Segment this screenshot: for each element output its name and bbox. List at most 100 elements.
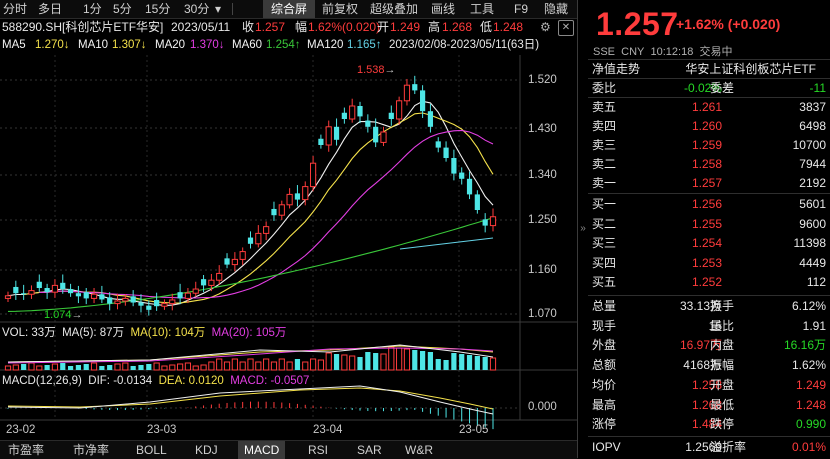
adjust-button[interactable]: 前复权 <box>322 2 359 16</box>
stat-row: 总额 4168万 振幅 1.62% <box>592 358 826 373</box>
tab-pe[interactable]: 市盈率 <box>8 443 45 457</box>
candle-body <box>13 286 19 294</box>
bid-row[interactable]: 买一 1.256 5601 <box>592 197 826 211</box>
bid-row[interactable]: 买五 1.252 112 <box>592 275 826 289</box>
settings-gear-icon[interactable]: ⚙ <box>540 20 551 34</box>
candle-body <box>146 305 152 310</box>
collapse-panel-icon[interactable]: » <box>580 223 586 234</box>
candle-body <box>255 232 262 245</box>
ask-row[interactable]: 卖四 1.260 6498 <box>592 119 826 133</box>
candle-body <box>318 138 324 145</box>
iopv-row: IOPV 1.2569 溢折率 0.01% <box>592 440 826 454</box>
candle-body <box>169 299 176 305</box>
volume-bar <box>99 366 105 370</box>
volume-bar <box>216 358 223 371</box>
candle-body <box>380 131 387 143</box>
volume-bar <box>114 363 121 371</box>
candle-body <box>278 204 285 216</box>
tab-30min[interactable]: 30分 <box>184 2 210 16</box>
candle-body <box>224 258 230 265</box>
volume-bar <box>317 359 325 371</box>
candle-body <box>239 251 246 260</box>
candle-body <box>51 284 59 293</box>
tab-5min[interactable]: 5分 <box>113 2 132 16</box>
candle-body <box>333 126 340 140</box>
tab-intraday[interactable]: 分时 <box>3 2 28 16</box>
candle-body <box>90 293 98 299</box>
volume-bar <box>357 357 363 370</box>
overlay-button[interactable]: 超级叠加 <box>370 2 419 16</box>
ma60-line <box>7 217 494 312</box>
volume-bar <box>466 355 473 370</box>
f9-button[interactable]: F9 <box>514 2 529 16</box>
date-label: 2023/05/11 <box>171 20 231 34</box>
x-axis-feb: 23-02 <box>6 424 36 436</box>
vol-ma5-line <box>7 344 494 363</box>
candle-body <box>83 292 89 299</box>
volume-bar <box>169 364 176 371</box>
volume-bar <box>489 357 497 371</box>
volume-bar <box>333 354 340 370</box>
ask-row[interactable]: 卖二 1.258 7944 <box>592 157 826 171</box>
tab-15min[interactable]: 15分 <box>145 2 171 16</box>
tab-macd[interactable]: MACD <box>238 441 286 459</box>
ma10-value: 1.307↓ <box>112 39 147 51</box>
tab-sar[interactable]: SAR <box>357 443 382 457</box>
volume-bar <box>130 366 136 370</box>
bid-row[interactable]: 买四 1.253 4449 <box>592 255 826 270</box>
tab-wr[interactable]: W&R <box>405 443 433 457</box>
ma20-value: 1.370↓ <box>190 39 225 51</box>
ma5-line <box>7 100 494 307</box>
ma120-value: 1.165↑ <box>347 39 382 51</box>
low-label: 低 <box>480 20 493 34</box>
x-axis-mar: 23-03 <box>147 424 177 436</box>
candle-body <box>208 279 215 286</box>
stat-row: 涨停 1.484 跌停 0.990 <box>592 417 826 432</box>
fund-name: 华安上证科创板芯片ETF <box>685 62 816 76</box>
tab-1min[interactable]: 1分 <box>83 2 102 16</box>
nav-header: 净值走势 华安上证科创板芯片ETF <box>590 61 826 77</box>
macd-legend: MACD(12,26,9) DIF: -0.0134 DEA: 0.0120 M… <box>2 375 310 387</box>
ask-row[interactable]: 卖五 1.261 3837 <box>592 100 826 114</box>
price-axis-1070: 1.070 <box>528 308 557 320</box>
tools-button[interactable]: 工具 <box>470 2 495 16</box>
ask-row[interactable]: 卖一 1.257 2192 <box>592 176 826 190</box>
tab-kdj[interactable]: KDJ <box>195 443 218 457</box>
range-label: 幅 <box>295 20 308 34</box>
tab-rsi[interactable]: RSI <box>308 443 329 457</box>
candle-body <box>474 194 480 210</box>
period-dropdown-icon[interactable]: ▾ <box>215 2 222 16</box>
nav-trend-label[interactable]: 净值走势 <box>592 62 641 76</box>
volume-bar <box>278 358 285 371</box>
bid-row[interactable]: 买三 1.254 11398 <box>592 236 826 250</box>
tab-composite[interactable]: 综合屏 <box>263 0 316 18</box>
tab-multiday[interactable]: 多日 <box>38 2 63 16</box>
close-value: 1.257 <box>255 20 286 34</box>
tab-pb[interactable]: 市净率 <box>73 443 110 457</box>
ma-legend-bar: MA5 1.270↓ MA10 1.307↓ MA20 1.370↓ MA60 … <box>0 37 578 53</box>
stat-row: 均价 1.258 开盘 1.249 <box>592 377 826 392</box>
open-label: 开 <box>377 20 390 34</box>
ask-row[interactable]: 卖三 1.259 10700 <box>592 138 826 152</box>
hide-button[interactable]: 隐藏 <box>544 2 569 16</box>
bid-row[interactable]: 买二 1.255 9600 <box>592 216 826 231</box>
candle-body <box>309 162 317 188</box>
stat-row: 最高 1.268 最低 1.248 <box>592 397 826 412</box>
low-value: 1.248 <box>493 20 524 34</box>
volume-bar <box>60 363 66 370</box>
candle-body <box>396 100 403 120</box>
candle-body <box>231 258 238 266</box>
vol-ma20-line <box>7 347 494 364</box>
candle-body <box>200 279 207 286</box>
close-icon[interactable]: ✕ <box>558 20 574 36</box>
date-range-label: 2023/02/08-2023/05/11(63日) <box>389 39 540 51</box>
ma120-label: MA120 <box>307 39 344 51</box>
volume-bar <box>474 356 480 370</box>
tab-boll[interactable]: BOLL <box>136 443 167 457</box>
kline-chart[interactable] <box>0 0 578 458</box>
draw-button[interactable]: 画线 <box>431 2 456 16</box>
candle-body <box>216 272 223 281</box>
stat-row: 总量 33.13万 换手 6.12% <box>592 299 826 313</box>
volume-bar <box>239 361 246 371</box>
volume-bar <box>403 348 411 371</box>
